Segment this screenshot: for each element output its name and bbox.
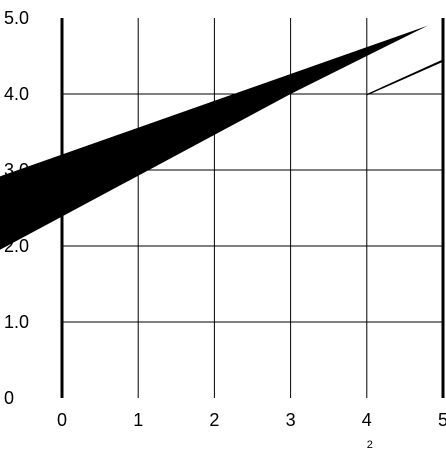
x-tick-label: 2 [209,410,219,430]
y-tick-label: 0 [4,388,14,408]
y-tick-label: 5.0 [4,8,29,28]
x-tick-label: 4 [362,410,372,430]
frame-borders [60,18,445,398]
subscript-label: 2 [367,439,373,450]
grid-lines [62,18,443,398]
tick-labels: 0 1 2 3 4 5 0 1.0 2.0 3.0 4.0 5.0 2 [4,8,446,450]
x-tick-label: 1 [133,410,143,430]
thin-sliver [366,59,443,96]
x-tick-label: 3 [286,410,296,430]
x-tick-label: 0 [57,410,67,430]
x-tick-label: 5 [438,410,446,430]
y-tick-label: 4.0 [4,84,29,104]
y-tick-label: 3.0 [4,160,29,180]
y-tick-label: 1.0 [4,312,29,332]
y-tick-label: 2.0 [4,236,29,256]
shape-layer [0,25,443,250]
